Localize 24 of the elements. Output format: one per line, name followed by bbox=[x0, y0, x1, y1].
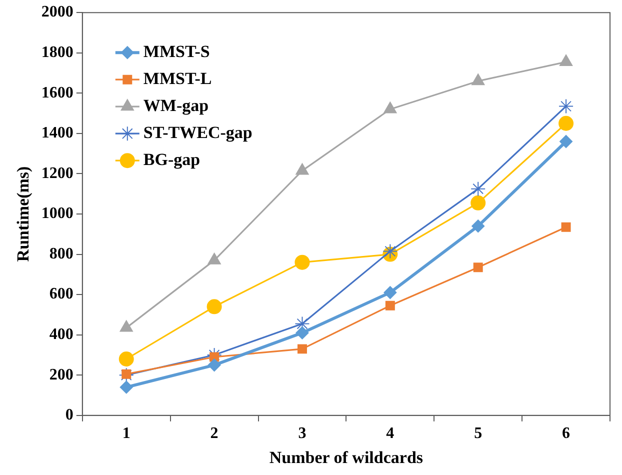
x-tick-label: 1 bbox=[122, 425, 130, 442]
legend-label: BG-gap bbox=[143, 150, 200, 169]
x-axis-title: Number of wildcards bbox=[269, 448, 424, 468]
y-tick-label: 400 bbox=[49, 326, 74, 343]
y-tick-label: 1200 bbox=[41, 164, 74, 182]
y-tick-label: 2000 bbox=[41, 4, 74, 21]
y-tick-label: 1000 bbox=[41, 205, 74, 222]
legend-label: MMST-L bbox=[143, 68, 212, 88]
x-tick-label: 2 bbox=[210, 425, 218, 442]
x-tick-label: 5 bbox=[474, 425, 482, 442]
x-tick-label: 6 bbox=[562, 425, 570, 442]
y-tick-label: 0 bbox=[65, 406, 74, 424]
x-tick-label: 4 bbox=[386, 425, 394, 442]
x-tick-label: 3 bbox=[298, 425, 306, 442]
y-tick-label: 800 bbox=[49, 245, 74, 262]
legend-label: ST-TWEC-gap bbox=[143, 122, 252, 142]
y-axis-title: Runtime(ms) bbox=[14, 166, 33, 262]
y-tick-label: 1800 bbox=[41, 44, 74, 62]
y-tick-label: 200 bbox=[49, 366, 74, 384]
y-tick-label: 1400 bbox=[41, 124, 74, 142]
y-tick-label: 1600 bbox=[41, 84, 74, 102]
legend-label: WM-gap bbox=[143, 96, 209, 115]
legend-label: MMST-S bbox=[143, 42, 210, 61]
y-tick-label: 600 bbox=[49, 286, 74, 303]
